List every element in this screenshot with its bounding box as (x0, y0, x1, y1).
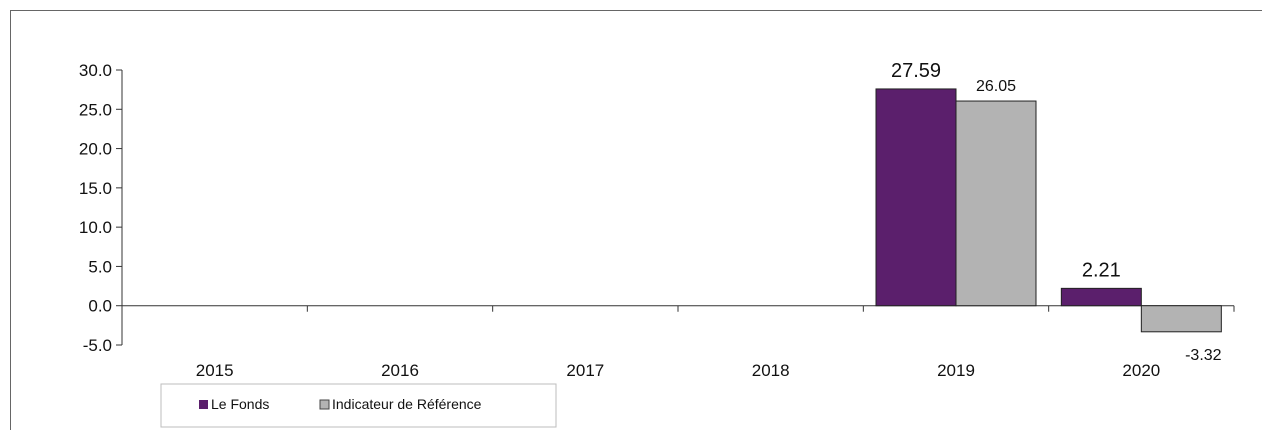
y-axis: 30.0 25.0 20.0 15.0 10.0 5.0 0.0 -5.0 (79, 61, 123, 355)
data-label: 2.21 (1082, 259, 1121, 281)
x-axis: 2015 2016 2017 2018 2019 2020 (121, 305, 1235, 380)
y-tick-label: 5.0 (88, 257, 112, 276)
x-tick-label: 2015 (196, 361, 234, 380)
y-tick-label: 30.0 (79, 61, 112, 80)
legend-label-le-fonds: Le Fonds (211, 396, 269, 412)
data-label: 27.59 (891, 60, 941, 82)
data-label: -3.32 (1185, 347, 1222, 364)
y-tick-label: -5.0 (83, 336, 112, 355)
y-tick-label: 15.0 (79, 179, 112, 198)
data-labels: 27.59 26.05 2.21 -3.32 (891, 60, 1222, 364)
x-tick-label: 2018 (752, 361, 790, 380)
data-label: 26.05 (976, 78, 1016, 95)
x-tick-label: 2020 (1122, 361, 1160, 380)
bar-le-fonds-2019 (875, 88, 957, 307)
x-tick-label: 2017 (566, 361, 604, 380)
y-tick-label: 25.0 (79, 100, 112, 119)
legend: Le Fonds Indicateur de Référence (160, 383, 557, 428)
chart-frame (10, 10, 1262, 430)
legend-swatch-le-fonds (199, 400, 208, 409)
y-tick-label: 20.0 (79, 140, 112, 159)
bar-le-fonds-2020 (1060, 287, 1142, 307)
legend-swatch-indicateur (319, 399, 330, 410)
legend-label-indicateur: Indicateur de Référence (332, 396, 482, 412)
x-tick-label: 2016 (381, 361, 419, 380)
y-tick-label: 10.0 (79, 218, 112, 237)
bar-indicateur-2020 (1140, 305, 1222, 333)
legend-box (160, 383, 557, 428)
bar-indicateur-2019 (955, 100, 1037, 307)
bars (875, 88, 1222, 333)
x-tick-label: 2019 (937, 361, 975, 380)
y-tick-label: 0.0 (88, 297, 112, 316)
